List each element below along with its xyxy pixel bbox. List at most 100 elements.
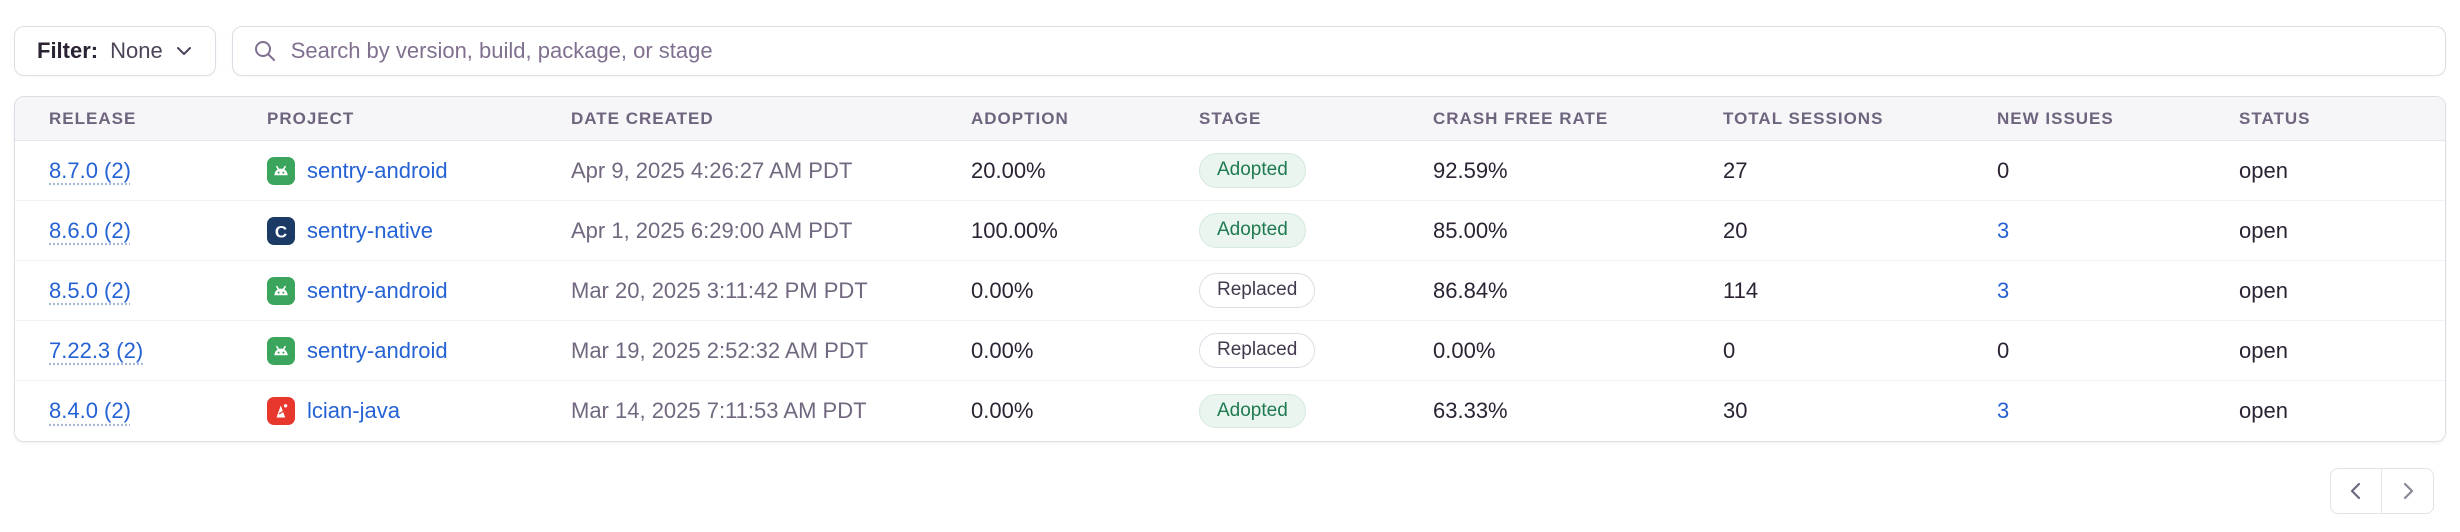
java-icon (267, 397, 295, 425)
release-cell: 8.4.0 (2) (15, 398, 233, 424)
filter-value: None (110, 38, 163, 63)
previous-page-button[interactable] (2330, 468, 2382, 514)
stage-cell: Replaced (1165, 273, 1399, 308)
chevron-right-icon (2398, 480, 2418, 502)
project-link[interactable]: sentry-android (307, 157, 448, 183)
release-link[interactable]: 8.5.0 (2) (49, 277, 131, 303)
adoption-cell: 0.00% (971, 398, 1034, 423)
table-row: 8.6.0 (2) C sentry-native Apr 1, 2025 6:… (15, 201, 2445, 261)
table-row: 8.7.0 (2) sentry-android Apr 9, 2025 4:2… (15, 141, 2445, 201)
new-issues-cell: 0 (1963, 338, 2205, 364)
releases-table: RELEASE PROJECT DATE CREATED ADOPTION ST… (14, 96, 2446, 442)
search-bar[interactable] (231, 26, 2446, 76)
stage-badge: Adopted (1199, 393, 1306, 429)
project-cell: sentry-android (233, 336, 537, 365)
stage-cell: Adopted (1165, 393, 1399, 429)
table-row: 8.5.0 (2) sentry-android Mar 20, 2025 3:… (15, 261, 2445, 321)
filter-label: Filter: (37, 38, 99, 63)
total-sessions-cell: 20 (1723, 217, 1748, 243)
android-icon (267, 156, 295, 185)
date-created-cell: Mar 20, 2025 3:11:42 PM PDT (571, 277, 868, 303)
project-cell: C sentry-native (233, 216, 537, 245)
android-icon (267, 276, 295, 305)
status-cell: open (2239, 217, 2288, 243)
svg-text:C: C (275, 222, 287, 241)
new-issues-value[interactable]: 3 (1997, 277, 2010, 303)
release-cell: 8.6.0 (2) (15, 218, 233, 244)
project-link[interactable]: lcian-java (307, 398, 400, 423)
release-cell: 8.5.0 (2) (15, 278, 233, 304)
adoption-cell: 0.00% (971, 337, 1034, 363)
status-cell: open (2239, 337, 2288, 363)
column-header-crash-free-rate: CRASH FREE RATE (1433, 108, 1609, 128)
toolbar: Filter: None (14, 26, 2446, 76)
column-header-stage: STAGE (1199, 108, 1262, 128)
date-created-cell: Apr 1, 2025 6:29:00 AM PDT (571, 217, 853, 243)
new-issues-cell: 3 (1963, 278, 2205, 304)
new-issues-cell: 3 (1963, 218, 2205, 244)
new-issues-value[interactable]: 3 (1997, 217, 2010, 243)
status-cell: open (2239, 157, 2288, 183)
table-body: 8.7.0 (2) sentry-android Apr 9, 2025 4:2… (15, 141, 2445, 441)
date-created-cell: Mar 19, 2025 2:52:32 AM PDT (571, 337, 869, 363)
column-header-total-sessions: TOTAL SESSIONS (1723, 108, 1884, 128)
crash-free-rate-cell: 92.59% (1433, 157, 1508, 183)
new-issues-value[interactable]: 3 (1997, 398, 2010, 423)
release-link[interactable]: 8.7.0 (2) (49, 157, 131, 183)
total-sessions-cell: 0 (1723, 337, 1736, 363)
column-header-date-created: DATE CREATED (571, 108, 714, 128)
column-header-new-issues: NEW ISSUES (1997, 108, 2114, 128)
next-page-button[interactable] (2382, 468, 2434, 514)
new-issues-value: 0 (1997, 157, 2010, 183)
date-created-cell: Mar 14, 2025 7:11:53 AM PDT (571, 398, 867, 423)
search-input[interactable] (290, 38, 2425, 64)
crash-free-rate-cell: 86.84% (1433, 277, 1508, 303)
stage-badge: Replaced (1199, 333, 1316, 368)
release-cell: 7.22.3 (2) (15, 338, 233, 364)
column-header-status: STATUS (2239, 108, 2311, 128)
table-row: 7.22.3 (2) sentry-android Mar 19, 2025 2… (15, 321, 2445, 381)
filter-dropdown-button[interactable]: Filter: None (14, 26, 216, 76)
stage-cell: Adopted (1165, 153, 1399, 188)
adoption-cell: 20.00% (971, 157, 1046, 183)
stage-cell: Adopted (1165, 213, 1399, 248)
status-cell: open (2239, 398, 2288, 423)
search-icon (253, 39, 277, 63)
project-cell: sentry-android (233, 276, 537, 305)
stage-badge: Adopted (1199, 213, 1306, 248)
column-header-adoption: ADOPTION (971, 108, 1069, 128)
new-issues-value: 0 (1997, 337, 2010, 363)
new-issues-cell: 0 (1963, 158, 2205, 184)
chevron-left-icon (2346, 480, 2366, 502)
project-link[interactable]: sentry-native (307, 217, 433, 243)
column-header-release: RELEASE (49, 108, 137, 128)
table-row: 8.4.0 (2) lcian-java Mar 14, 2025 7:11:5… (15, 381, 2445, 441)
total-sessions-cell: 30 (1723, 398, 1748, 423)
project-link[interactable]: sentry-android (307, 337, 448, 363)
release-link[interactable]: 7.22.3 (2) (49, 337, 144, 363)
release-cell: 8.7.0 (2) (15, 158, 233, 184)
stage-badge: Adopted (1199, 153, 1306, 188)
new-issues-cell: 3 (1963, 398, 2205, 424)
total-sessions-cell: 114 (1723, 277, 1759, 303)
release-link[interactable]: 8.4.0 (2) (49, 398, 131, 423)
pagination (26, 468, 2434, 514)
android-icon (267, 336, 295, 365)
release-link[interactable]: 8.6.0 (2) (49, 217, 131, 243)
date-created-cell: Apr 9, 2025 4:26:27 AM PDT (571, 157, 853, 183)
project-cell: sentry-android (233, 156, 537, 185)
chevron-down-icon (175, 44, 193, 58)
crash-free-rate-cell: 63.33% (1433, 398, 1508, 423)
project-link[interactable]: sentry-android (307, 277, 448, 303)
stage-badge: Replaced (1199, 273, 1316, 308)
adoption-cell: 0.00% (971, 277, 1034, 303)
adoption-cell: 100.00% (971, 217, 1058, 243)
crash-free-rate-cell: 0.00% (1433, 337, 1496, 363)
total-sessions-cell: 27 (1723, 157, 1748, 183)
stage-cell: Replaced (1165, 333, 1399, 368)
c-icon: C (267, 216, 295, 245)
column-header-project: PROJECT (267, 108, 355, 128)
crash-free-rate-cell: 85.00% (1433, 217, 1508, 243)
table-header-row: RELEASE PROJECT DATE CREATED ADOPTION ST… (15, 97, 2445, 141)
project-cell: lcian-java (233, 397, 537, 425)
